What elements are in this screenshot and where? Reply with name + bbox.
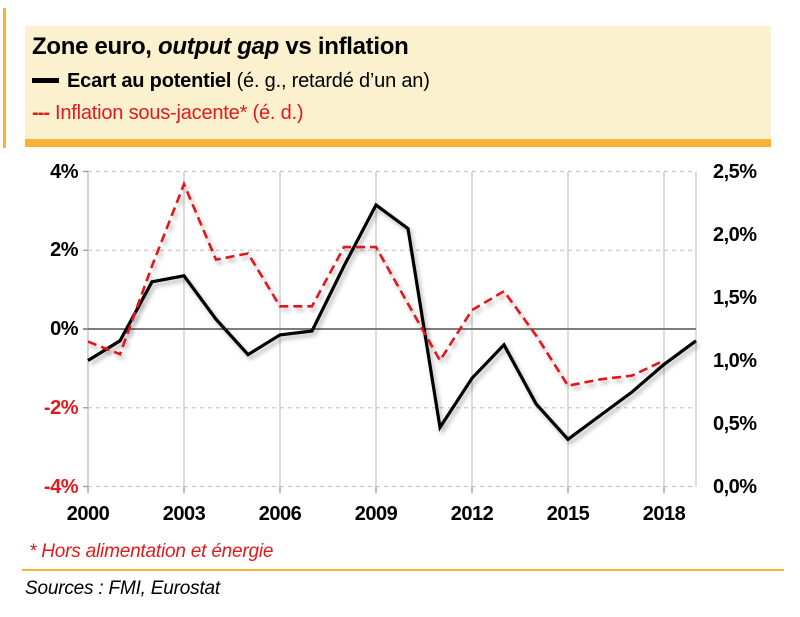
left-accent-line: [3, 8, 6, 148]
x-tick-label: 2006: [258, 503, 302, 525]
y-right-tick-label: 2,0%: [713, 223, 757, 246]
y-right-tick-label: 2,5%: [713, 160, 757, 183]
legend-label-bold: Ecart au potentiel: [67, 70, 232, 92]
sources: Sources : FMI, Eurostat: [25, 578, 220, 599]
dashed-line-marker-icon: ---: [32, 102, 50, 124]
y-left-tick-label: -2%: [43, 396, 79, 419]
x-tick-label: 2003: [162, 503, 206, 525]
x-tick-label: 2018: [642, 503, 686, 525]
page-title: Zone euro, output gap vs inflation: [32, 33, 409, 61]
x-tick-label: 2015: [546, 503, 590, 525]
y-right-tick-label: 0,0%: [713, 475, 757, 498]
x-tick-label: 2012: [450, 503, 494, 525]
title-prefix: Zone euro,: [32, 33, 159, 60]
y-right-tick-label: 1,0%: [713, 349, 757, 372]
chart-header: Zone euro, output gap vs inflation Ecart…: [25, 26, 771, 139]
y-right-tick-label: 1,5%: [713, 286, 757, 309]
legend-label-rest: (é. g., retardé d’un an): [231, 70, 430, 92]
y-left-tick-label: 0%: [50, 318, 78, 340]
y-left-tick-label: 2%: [50, 239, 78, 262]
legend-item-output-gap: Ecart au potentiel (é. g., retardé d’un …: [32, 70, 430, 93]
x-tick-label: 2000: [66, 503, 110, 525]
series-output-gap: [87, 202, 697, 442]
legend-item-inflation: --- Inflation sous-jacente* (é. d.): [32, 102, 304, 125]
footnote: * Hors alimentation et énergie: [29, 541, 274, 562]
y-right-tick-label: 0,5%: [713, 412, 757, 435]
title-italic: output gap: [158, 33, 280, 60]
solid-line-marker-icon: [32, 78, 59, 83]
header-accent-bar: [25, 139, 771, 147]
y-left-tick-label: -4%: [43, 475, 79, 498]
footer-rule: [22, 569, 784, 571]
series-core-inflation: [87, 180, 665, 388]
y-left-tick-label: 4%: [50, 160, 78, 183]
x-tick-label: 2009: [354, 503, 398, 525]
legend-label: Inflation sous-jacente* (é. d.): [54, 102, 304, 124]
title-suffix: vs inflation: [279, 33, 409, 60]
